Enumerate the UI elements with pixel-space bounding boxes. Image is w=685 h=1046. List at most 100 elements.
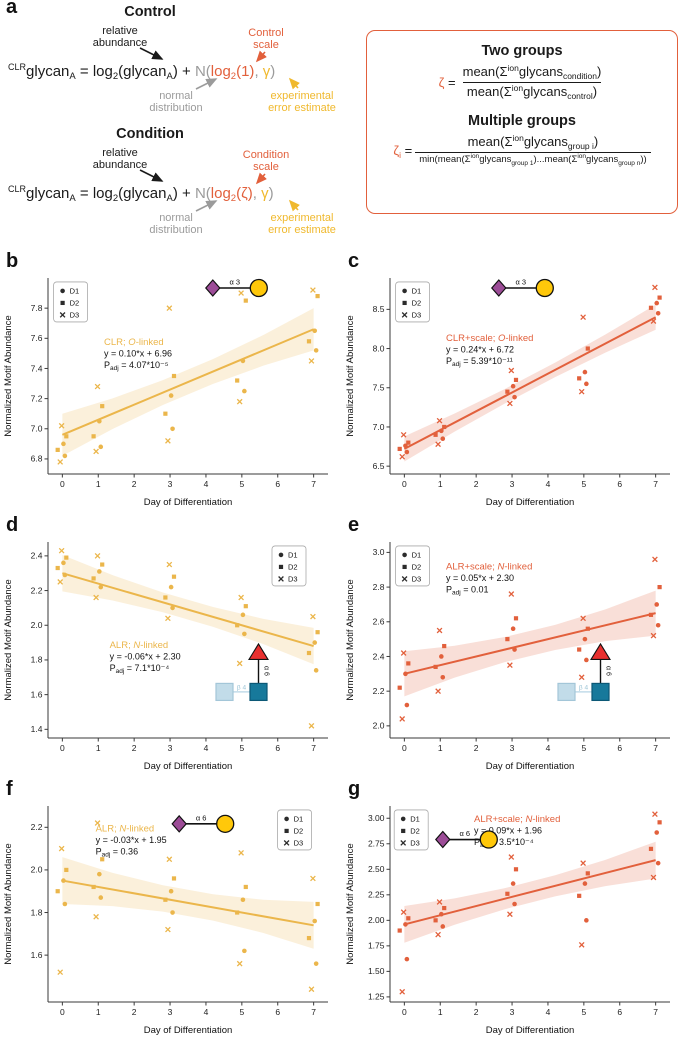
- data-point-square: [55, 565, 60, 571]
- annotation-relative-abundance-condition: relative abundance: [72, 147, 168, 172]
- data-point-square: [406, 661, 411, 666]
- y-axis-label: Normalized Motif Abundance: [3, 579, 14, 700]
- formula-segment: (1): [236, 63, 255, 80]
- data-point-x: [435, 931, 441, 938]
- legend: D1 D2 D3: [271, 545, 307, 587]
- y-tick-label: 2.6: [373, 617, 385, 627]
- y-tick-label: 3.0: [373, 547, 385, 557]
- control-formula: CLRglycanA = log2(glycanA) + N(log2(1), …: [8, 62, 275, 82]
- x-tick-label: 6: [275, 479, 280, 489]
- y-tick-label: 1.50: [368, 966, 385, 976]
- fit-equation: y = 0.09*x + 1.96: [474, 825, 542, 835]
- data-point-x: [59, 312, 66, 318]
- data-point-circle: [510, 626, 516, 632]
- data-point-circle: [62, 572, 68, 578]
- x-axis-label: Day of Differentiation: [144, 761, 233, 772]
- fit-equation: y = 0.05*x + 2.30: [446, 573, 514, 583]
- data-point-square: [64, 434, 69, 439]
- x-tick-label: 0: [402, 743, 407, 753]
- data-point-x: [308, 986, 315, 993]
- data-point-circle: [654, 300, 660, 306]
- data-point-square: [243, 298, 248, 303]
- formula-segment: CLR: [8, 62, 27, 72]
- scatter-points: [397, 284, 662, 460]
- y-tick-label: 7.0: [31, 424, 43, 434]
- chart-panel-c: c 0 1 2 3 4 5 6 7 6.5 7.0 7.5 8.0 8.5 Day of Differen…: [342, 250, 685, 516]
- data-point-square: [235, 910, 240, 915]
- data-point-square: [442, 643, 447, 649]
- legend-label: D1: [410, 815, 420, 824]
- x-axis-label: Day of Differentiation: [144, 497, 233, 508]
- fraction-denominator: mean(Σionglycanscontrol): [462, 82, 602, 102]
- data-point-square: [657, 820, 662, 825]
- x-tick-label: 3: [510, 479, 515, 489]
- x-tick-label: 1: [96, 1007, 101, 1017]
- data-point-circle: [584, 918, 589, 923]
- data-point-circle: [97, 871, 102, 877]
- fraction: mean(Σionglycanscondition) mean(Σionglyc…: [459, 63, 606, 103]
- scatter-points: [55, 287, 320, 465]
- data-point-circle: [61, 560, 66, 566]
- formula-segment: A: [166, 193, 173, 204]
- data-point-square: [402, 564, 407, 570]
- glycan-motif-icon: β 4 α 6: [215, 642, 270, 702]
- formula-segment: ion: [511, 83, 524, 94]
- formula-segment: ion: [507, 63, 519, 73]
- data-point-x: [238, 850, 244, 856]
- annotation-condition-scale: Condition scale: [234, 149, 298, 174]
- annotation-normal-distribution-condition: normal distribution: [128, 212, 224, 237]
- y-tick-label: 7.8: [31, 303, 43, 313]
- data-point-x: [166, 305, 173, 312]
- x-tick-label: 5: [239, 479, 244, 489]
- y-tick-label: 6.8: [31, 454, 43, 464]
- data-point-circle: [312, 640, 318, 645]
- data-point-circle: [98, 895, 104, 900]
- data-point-square: [55, 447, 60, 452]
- x-tick-label: 7: [653, 1007, 658, 1017]
- x-tick-label: 6: [275, 743, 280, 753]
- data-point-square: [91, 884, 96, 890]
- annotation-control-scale: Control scale: [234, 27, 298, 52]
- data-point-square: [278, 564, 284, 570]
- legend: D1 D2 D3: [395, 281, 430, 323]
- scatter-points: [55, 820, 320, 993]
- chart-panel-g: g 0 1 2 3 4 5 6 7 1.25 1.50 1.75 2.00 2.25 2.50 2.75 3.…: [342, 778, 685, 1046]
- data-point-square: [433, 918, 438, 923]
- y-tick-label: 1.25: [368, 992, 385, 1002]
- formula-segment: =: [400, 142, 413, 158]
- x-tick-label: 7: [653, 479, 658, 489]
- glycan-motif-icon: β 4 α 6: [557, 642, 612, 702]
- x-tick-label: 0: [402, 479, 407, 489]
- data-point-square: [648, 612, 654, 617]
- data-point-square: [315, 630, 320, 635]
- annotation-line: distribution: [149, 102, 203, 115]
- data-point-x: [93, 594, 99, 601]
- x-tick-label: 7: [311, 743, 316, 753]
- data-point-square: [648, 846, 654, 851]
- data-point-square: [406, 916, 411, 921]
- data-point-circle: [510, 383, 516, 389]
- data-point-circle: [402, 288, 407, 294]
- formula-segment: glycans: [523, 133, 568, 149]
- sialic-acid-icon: [205, 279, 221, 297]
- data-point-x: [580, 615, 586, 622]
- data-point-square: [505, 891, 510, 896]
- galactose-icon: [249, 278, 268, 298]
- data-point-square: [585, 871, 590, 876]
- legend-label: D1: [412, 551, 422, 560]
- data-point-circle: [440, 674, 446, 680]
- glcnac-faded-icon: [215, 682, 234, 702]
- data-point-square: [505, 637, 510, 642]
- data-point-square: [397, 685, 402, 690]
- data-point-square: [91, 434, 96, 439]
- scatter-points: [55, 547, 320, 729]
- formula-segment: group n: [618, 160, 641, 168]
- x-tick-label: 6: [275, 1007, 280, 1017]
- data-point-square: [55, 889, 60, 894]
- data-point-square: [513, 616, 519, 621]
- data-point-x: [508, 591, 515, 597]
- data-point-square: [433, 664, 438, 669]
- fit-pvalue: Padj = 7.1*10⁻⁴: [110, 663, 170, 675]
- linkage-label-b4: β 4: [237, 684, 247, 691]
- formula-segment: =: [444, 75, 456, 91]
